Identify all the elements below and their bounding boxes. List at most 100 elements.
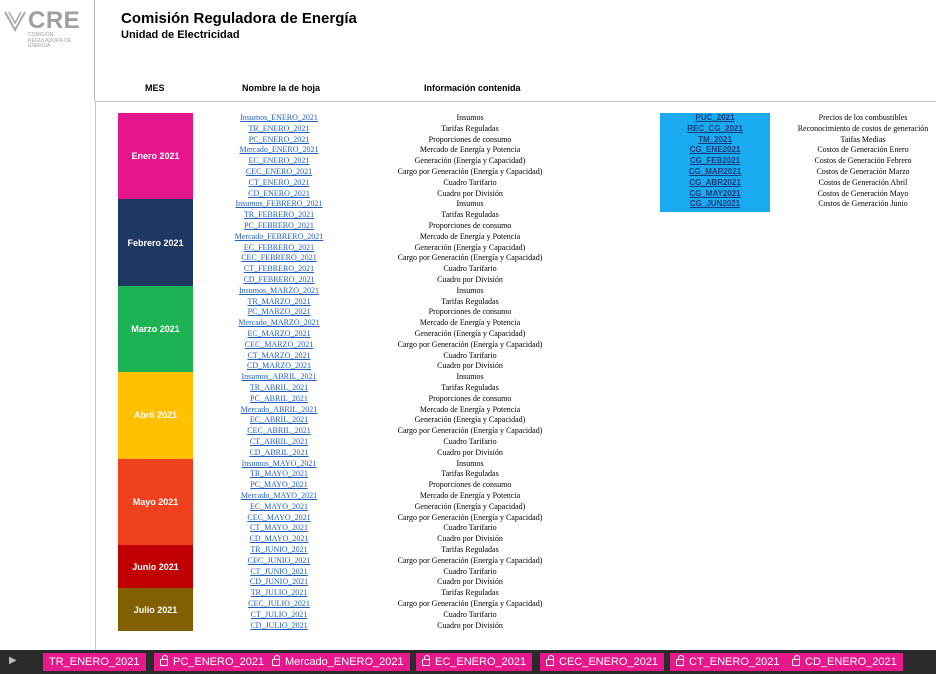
sheet-link[interactable]: TR_FEBRERO_2021: [243, 210, 315, 220]
sheet-link[interactable]: CT_FEBRERO_2021: [243, 264, 315, 274]
sheet-link[interactable]: PC_MAYO_2021: [250, 480, 308, 490]
month-block: Junio 2021: [118, 545, 193, 589]
sheet-link[interactable]: EC_MAYO_2021: [250, 501, 308, 511]
sheet-tab-label: Mercado_ENERO_2021: [285, 656, 404, 668]
sheet-tab[interactable]: PC_ENERO_2021: [154, 653, 271, 671]
month-block: Julio 2021: [118, 588, 193, 632]
annual-sheet-description: Costos de Generación Enero: [817, 145, 909, 155]
sheet-link[interactable]: Mercado_MAYO_2021: [240, 491, 318, 500]
sheet-link[interactable]: PC_MARZO_2021: [247, 307, 311, 317]
sheet-link[interactable]: PC_ABRIL_2021: [250, 393, 308, 403]
sheet-link[interactable]: EC_FEBRERO_2021: [243, 242, 315, 252]
annual-sheet-description: Precios de los combustibles: [818, 113, 908, 122]
sheet-info: Cuadro por División: [437, 447, 503, 457]
sheet-link[interactable]: Insumos_MARZO_2021: [238, 285, 319, 295]
sheet-link[interactable]: Mercado_ABRIL_2021: [240, 404, 318, 414]
sheet-info: Insumos: [456, 199, 484, 209]
sheet-info: Cuadro Tarifario: [443, 177, 497, 187]
sheet-info: Cuadro Tarifario: [443, 350, 497, 360]
sheet-link[interactable]: CT_MAYO_2021: [250, 523, 308, 533]
sheet-link[interactable]: TR_JULIO_2021: [250, 588, 308, 598]
sheet-tab[interactable]: CT_ENERO_2021: [670, 653, 786, 671]
sheet-link[interactable]: EC_ABRIL_2021: [249, 415, 309, 425]
sheet-tab[interactable]: TR_ENERO_2021: [43, 653, 146, 671]
annual-sheet-link[interactable]: REC_CG_2021: [687, 123, 743, 133]
annual-sheet-description: Reconocimiento de costos de generación: [797, 123, 929, 133]
sheet-link[interactable]: TR_ABRIL_2021: [249, 383, 309, 392]
sheet-tab[interactable]: CD_ENERO_2021: [786, 653, 903, 671]
sheet-link[interactable]: EC_MARZO_2021: [247, 329, 311, 338]
sheet-info: Cuadro Tarifario: [443, 566, 497, 576]
lock-icon: [676, 654, 684, 666]
sheet-link[interactable]: CT_JUNIO_2021: [250, 566, 308, 576]
sheet-link[interactable]: EC_ENERO_2021: [248, 156, 310, 166]
sheet-info: Cargo por Generación (Energía y Capacida…: [397, 339, 543, 349]
sheet-info: Cargo por Generación (Energía y Capacida…: [397, 512, 543, 522]
sheet-link[interactable]: Insumos_MAYO_2021: [241, 458, 317, 468]
sheet-link[interactable]: CT_ENERO_2021: [248, 177, 310, 187]
sheet-link[interactable]: Insumos_ABRIL_2021: [241, 372, 317, 382]
sheet-link[interactable]: CEC_ABRIL_2021: [247, 426, 311, 436]
sheet-info: Mercado de Energía y Potencia: [419, 231, 521, 241]
annual-sheet-description: Costos de Generación Junio: [818, 199, 908, 209]
sheet-link[interactable]: CT_ABRIL_2021: [249, 437, 309, 446]
annual-sheet-link[interactable]: CG_FEB2021: [689, 156, 741, 166]
sheet-info: Cuadro por División: [437, 361, 503, 371]
sheet-info: Insumos: [456, 113, 484, 122]
annual-sheet-link[interactable]: CG_ENE2021: [689, 145, 741, 155]
sheet-link[interactable]: Mercado_FEBRERO_2021: [234, 231, 324, 241]
sheet-link[interactable]: CEC_JUNIO_2021: [247, 555, 311, 565]
sheet-link[interactable]: CD_ABRIL_2021: [249, 447, 309, 457]
sheet-info: Generación (Energía y Capacidad): [414, 329, 526, 338]
sheet-link[interactable]: CT_JULIO_2021: [250, 609, 308, 619]
sheet-link[interactable]: Insumos_ENERO_2021: [240, 113, 318, 122]
logo-text: CRE: [28, 7, 81, 34]
annual-sheets-box: PUC_2021 REC_CG_2021 TM_2021 CG_ENE2021 CG_F…: [660, 113, 770, 212]
sheet-info: Tarifas Reguladas: [441, 210, 499, 220]
sheet-info: Mercado de Energía y Potencia: [419, 404, 521, 414]
sheet-tab[interactable]: Mercado_ENERO_2021: [266, 653, 410, 671]
annual-sheet-link[interactable]: CG_ABR2021: [689, 177, 741, 187]
sheet-link[interactable]: PC_FEBRERO_2021: [244, 221, 314, 230]
column-divider: [95, 102, 96, 650]
sheet-link[interactable]: CD_FEBRERO_2021: [243, 275, 315, 284]
sheet-link[interactable]: Mercado_MARZO_2021: [238, 318, 320, 328]
lock-icon: [792, 654, 800, 666]
sheet-link[interactable]: CEC_MAYO_2021: [247, 512, 311, 522]
sheet-link[interactable]: Mercado_ENERO_2021: [239, 145, 319, 155]
annual-sheet-link[interactable]: CG_MAR2021: [688, 167, 742, 176]
sheet-link[interactable]: CEC_JULIO_2021: [248, 599, 310, 608]
annual-sheet-link[interactable]: CG_MAY2021: [689, 188, 741, 198]
annual-sheet-link[interactable]: CG_JUN2021: [689, 199, 741, 209]
sheet-link[interactable]: CD_ENERO_2021: [248, 188, 310, 198]
column-header-info: Información contenida: [424, 83, 521, 93]
sheet-link[interactable]: TR_MARZO_2021: [247, 296, 311, 306]
annual-sheet-description: Taifas Medias: [840, 134, 886, 144]
annual-sheet-link[interactable]: TM_2021: [698, 134, 732, 144]
sheet-link[interactable]: CEC_FEBRERO_2021: [241, 253, 317, 263]
sheet-tab-label: TR_ENERO_2021: [49, 656, 140, 668]
sheet-link[interactable]: PC_ENERO_2021: [248, 134, 310, 144]
sheet-link[interactable]: CEC_ENERO_2021: [245, 167, 313, 176]
sheet-link[interactable]: Insumos_FEBRERO_2021: [235, 199, 323, 209]
annual-sheet-link[interactable]: PUC_2021: [695, 113, 735, 122]
sheet-link[interactable]: TR_ENERO_2021: [248, 123, 310, 133]
sheet-link[interactable]: CD_MARZO_2021: [246, 361, 311, 371]
sheet-tab[interactable]: EC_ENERO_2021: [416, 653, 533, 671]
sheet-link[interactable]: CD_JUNIO_2021: [249, 577, 309, 587]
sheet-tab[interactable]: CEC_ENERO_2021: [540, 653, 665, 671]
sheet-info: Tarifas Reguladas: [441, 123, 499, 133]
scroll-right-icon[interactable]: ▶: [9, 655, 17, 666]
sheet-link[interactable]: TR_JUNIO_2021: [250, 545, 308, 554]
sheet-info: Mercado de Energía y Potencia: [419, 491, 521, 500]
sheet-link[interactable]: CD_MAYO_2021: [249, 534, 309, 544]
sheet-link[interactable]: CD_JULIO_2021: [250, 620, 308, 630]
sheet-info: Insumos: [456, 372, 484, 382]
sheet-link[interactable]: CEC_MARZO_2021: [244, 339, 314, 349]
sheet-info: Cargo por Generación (Energía y Capacida…: [397, 555, 543, 565]
header-divider: [95, 101, 936, 102]
sheet-info: Cuadro Tarifario: [443, 523, 497, 533]
sheet-link[interactable]: TR_MAYO_2021: [250, 469, 308, 479]
sheet-info: Mercado de Energía y Potencia: [419, 145, 521, 155]
sheet-link[interactable]: CT_MARZO_2021: [247, 350, 311, 360]
